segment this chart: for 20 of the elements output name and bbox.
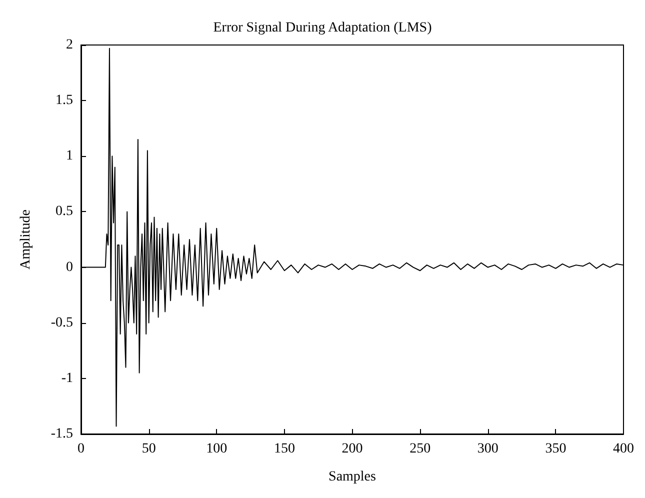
x-tick-label: 100	[206, 442, 228, 456]
x-axis-title: Samples	[328, 470, 376, 484]
x-tick-label: 250	[410, 442, 431, 456]
x-tick-label: 150	[274, 442, 295, 456]
y-tick-label: 0.5	[56, 204, 73, 220]
x-tick-label: 50	[142, 442, 156, 456]
y-tick-label: 1.5	[56, 93, 73, 108]
y-axis-title: Amplitude	[18, 210, 34, 270]
y-tick-label: -1	[61, 370, 73, 386]
x-tick-label: 350	[545, 442, 566, 456]
chart-title: Error Signal During Adaptation (LMS)	[213, 20, 432, 36]
x-tick-label: 300	[477, 442, 498, 456]
x-tick-label: 400	[613, 442, 634, 456]
y-tick-label: -1.5	[50, 426, 73, 442]
x-tick-label: 0	[78, 442, 84, 456]
y-tick-label: 2	[66, 38, 73, 52]
y-tick-label: -0.5	[50, 315, 73, 330]
y-tick-label: 1	[66, 148, 73, 164]
y-tick-label: 0	[66, 260, 73, 275]
x-tick-label: 200	[342, 442, 363, 456]
